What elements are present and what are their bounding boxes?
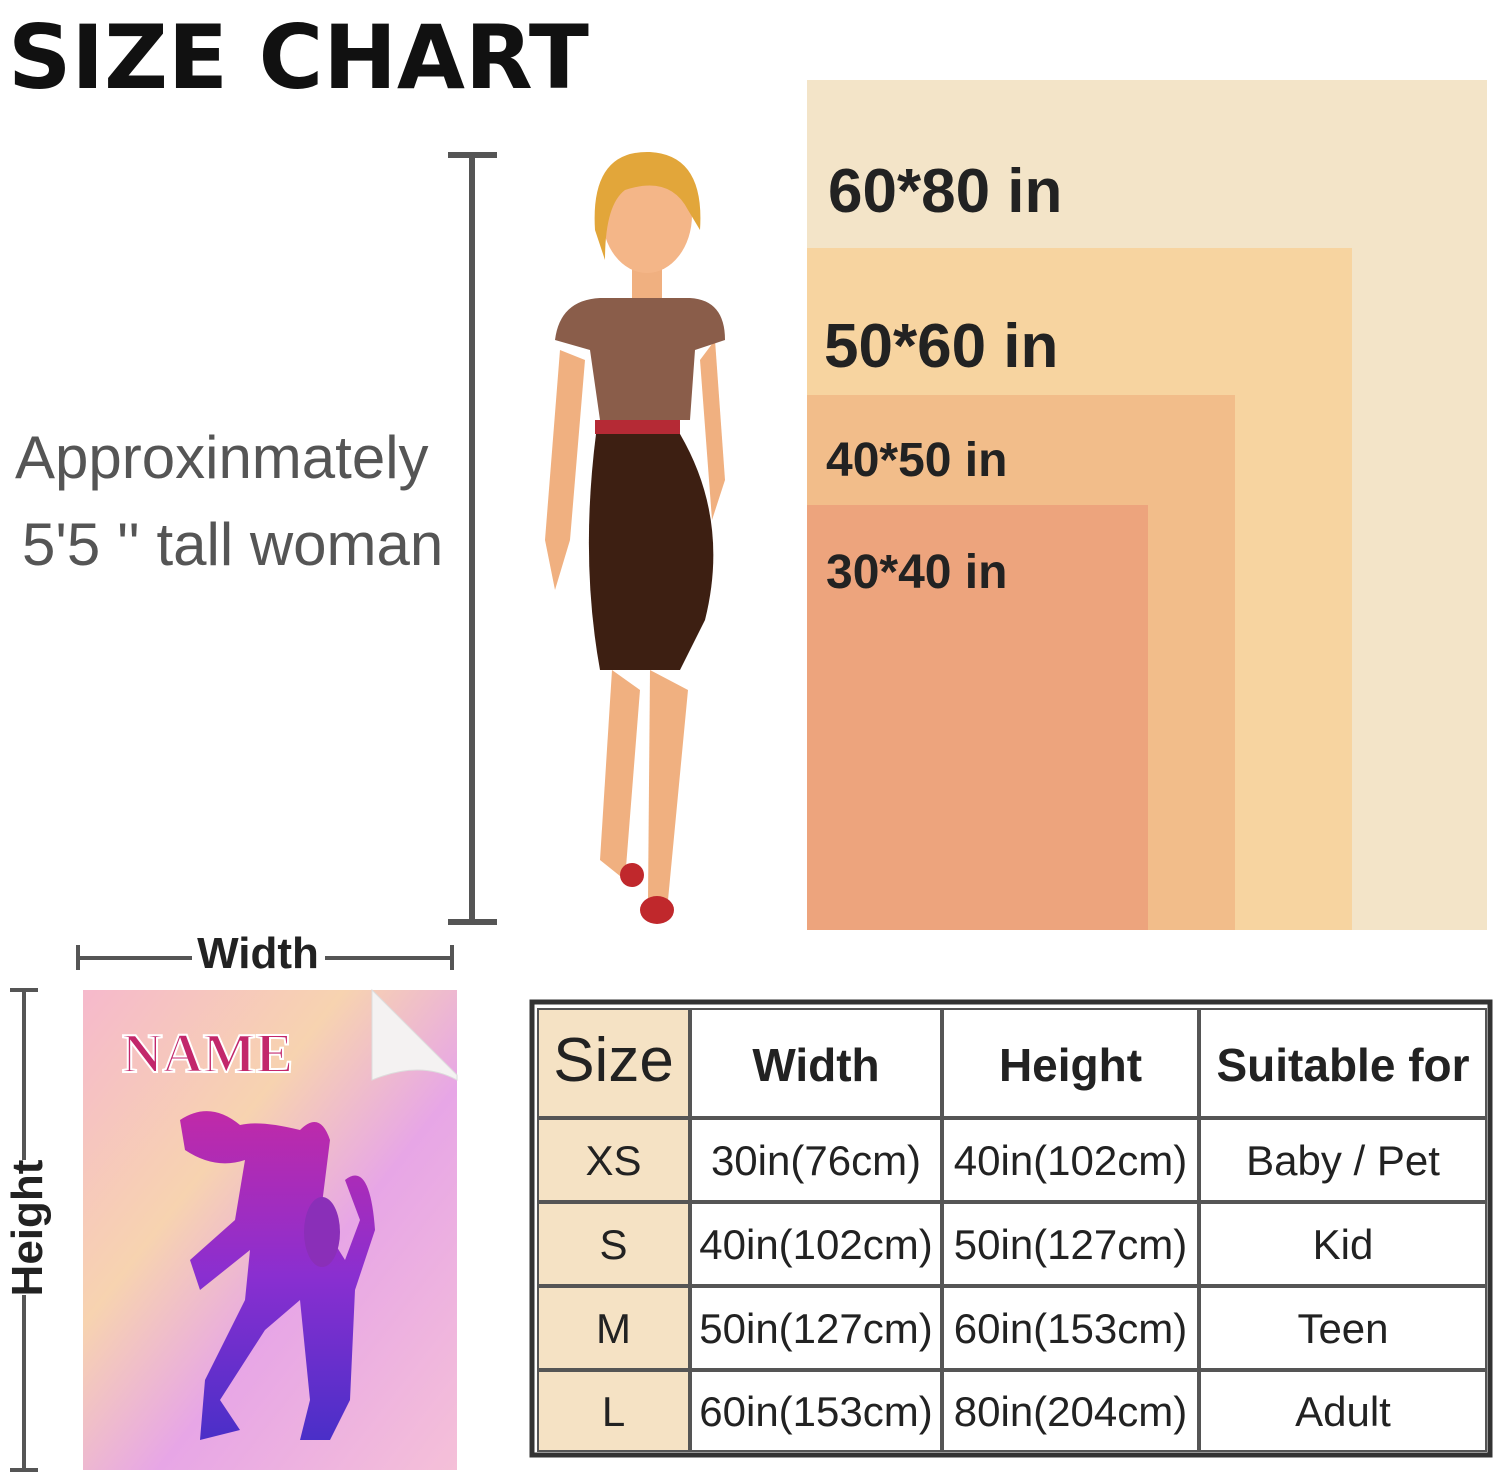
width-dimension xyxy=(76,945,454,970)
column-header: Height xyxy=(999,1039,1142,1091)
table-cell xyxy=(942,1286,1199,1370)
table-cell xyxy=(537,1202,690,1286)
width-label: Width xyxy=(197,929,319,978)
table-cell xyxy=(942,1118,1199,1202)
size-label: 30*40 in xyxy=(826,546,1007,599)
column-header: Size xyxy=(553,1026,674,1095)
table-cell xyxy=(690,1202,942,1286)
table-cell-text: 50in(127cm) xyxy=(699,1305,932,1352)
title: SIZE CHART xyxy=(8,6,589,109)
column-header: Suitable for xyxy=(1216,1039,1469,1091)
table-cell-text: 30in(76cm) xyxy=(711,1137,921,1184)
height-dimension xyxy=(10,988,38,1472)
table-cell-text: Kid xyxy=(1313,1221,1374,1268)
table-cell xyxy=(1199,1370,1487,1452)
table-cell xyxy=(942,1202,1199,1286)
table-cell xyxy=(1199,1008,1487,1118)
table-cell xyxy=(1199,1286,1487,1370)
table-cell-text: L xyxy=(602,1388,625,1435)
height-label: Height xyxy=(3,1159,52,1296)
table-cell-text: 80in(204cm) xyxy=(954,1388,1187,1435)
blanket-name: NAME xyxy=(122,1023,293,1085)
table-cell xyxy=(537,1008,690,1118)
table-cell xyxy=(1199,1202,1487,1286)
woman-illustration xyxy=(545,151,725,924)
table-cell xyxy=(690,1118,942,1202)
table-cell-text: Baby / Pet xyxy=(1246,1137,1440,1184)
table-cell xyxy=(537,1118,690,1202)
note-line: 5'5 '' tall woman xyxy=(22,511,443,578)
blanket-illustration xyxy=(83,988,458,1470)
table-cell-text: Teen xyxy=(1297,1305,1388,1352)
table-cell-text: 60in(153cm) xyxy=(699,1388,932,1435)
table-cell xyxy=(942,1008,1199,1118)
table-cell xyxy=(690,1286,942,1370)
note-line: Approxinmately xyxy=(15,424,429,491)
table-cell xyxy=(942,1370,1199,1452)
size-label: 40*50 in xyxy=(826,434,1007,487)
table-cell xyxy=(537,1370,690,1452)
table-cell-text: M xyxy=(596,1305,631,1352)
column-header: Width xyxy=(752,1039,879,1091)
size-label: 60*80 in xyxy=(828,157,1062,226)
table-cell xyxy=(690,1370,942,1452)
table-cell-text: 60in(153cm) xyxy=(954,1305,1187,1352)
table-cell-text: S xyxy=(599,1221,627,1268)
table-cell-text: Adult xyxy=(1295,1388,1391,1435)
table-cell-text: 40in(102cm) xyxy=(954,1137,1187,1184)
size-label: 50*60 in xyxy=(824,312,1058,381)
table-cell-text: XS xyxy=(585,1137,641,1184)
height-bar xyxy=(448,152,497,925)
table-cell xyxy=(690,1008,942,1118)
table-cell-text: 40in(102cm) xyxy=(699,1221,932,1268)
table-cell xyxy=(1199,1118,1487,1202)
table-cell-text: 50in(127cm) xyxy=(954,1221,1187,1268)
size-table: Size Width Height Suitable for XS 30in(76cm) 4… xyxy=(537,1008,1487,1452)
size-box xyxy=(807,505,1148,930)
table-cell xyxy=(537,1286,690,1370)
